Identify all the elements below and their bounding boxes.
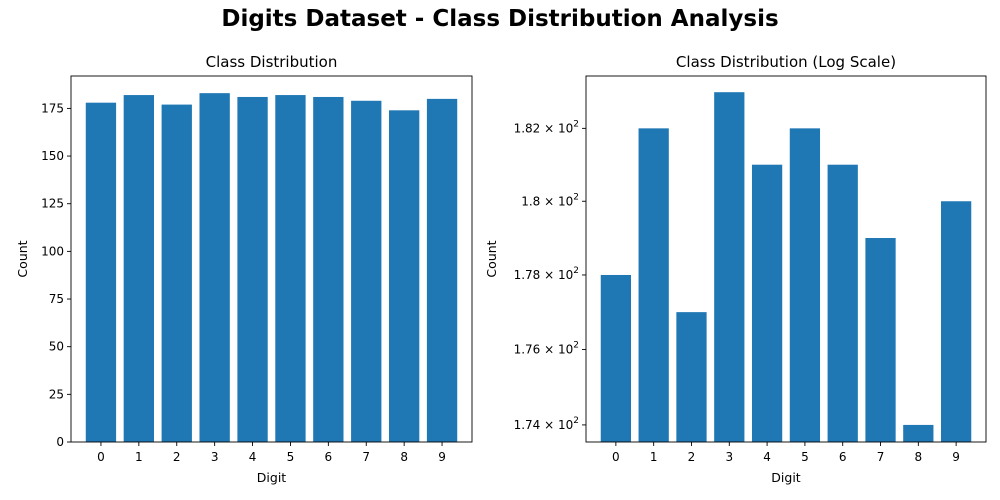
chart-title: Class Distribution	[206, 53, 338, 71]
x-tick-label: 1	[650, 450, 658, 464]
bar-7	[865, 238, 896, 442]
x-tick-label: 7	[877, 450, 885, 464]
y-tick-label: 75	[49, 292, 64, 306]
x-tick-label: 5	[287, 450, 295, 464]
bar-7	[351, 100, 382, 442]
bar-5	[275, 95, 306, 442]
axes-frame	[70, 75, 473, 443]
y-tick-label: 125	[41, 197, 64, 211]
bar-1	[638, 128, 669, 442]
y-tick-label: 1.76 × 102	[514, 341, 579, 357]
x-tick-label: 1	[135, 450, 143, 464]
bar-9	[426, 98, 458, 443]
y-axis-label: Count	[15, 240, 30, 277]
bar-6	[313, 96, 344, 442]
y-tick-label: 150	[41, 149, 64, 163]
x-tick-label: 5	[801, 450, 809, 464]
x-tick-label: 2	[688, 450, 696, 464]
x-axis-label: Digit	[771, 470, 801, 485]
x-tick-label: 0	[97, 450, 105, 464]
x-tick-label: 3	[725, 450, 733, 464]
bar-1	[123, 95, 154, 442]
bar-3	[714, 92, 745, 442]
y-tick-label: 1.8 × 102	[521, 192, 579, 208]
axes-frame	[585, 75, 987, 443]
x-tick-label: 0	[612, 450, 620, 464]
y-tick-label: 0	[56, 435, 64, 449]
bar-9	[941, 201, 972, 442]
x-tick-label: 4	[763, 450, 771, 464]
x-tick-label: 7	[362, 450, 370, 464]
chart-title: Class Distribution (Log Scale)	[676, 53, 896, 71]
x-tick-label: 9	[438, 450, 446, 464]
y-tick-label: 175	[41, 101, 64, 115]
bar-3	[199, 93, 230, 442]
figure-title: Digits Dataset - Class Distribution Anal…	[221, 6, 779, 32]
y-axis-label: Count	[484, 240, 499, 277]
y-tick-label: 1.78 × 102	[514, 266, 579, 282]
x-tick-label: 4	[249, 450, 257, 464]
y-tick-label: 50	[49, 340, 64, 354]
chart-2: 0 1 2 3 4 5 6 7 8 9 1.74 × 102 1.76 × 102 1.78 × 102…	[484, 53, 987, 485]
x-tick-label: 6	[839, 450, 847, 464]
x-tick-label: 8	[400, 450, 408, 464]
bar-0	[85, 102, 117, 442]
bar-6	[827, 164, 858, 442]
y-tick-label: 1.82 × 102	[514, 119, 579, 135]
bar-8	[903, 424, 934, 442]
bar-2	[676, 312, 707, 442]
y-tick-label: 1.74 × 102	[514, 416, 579, 432]
x-tick-label: 8	[915, 450, 923, 464]
bar-5	[789, 128, 821, 442]
bar-8	[389, 110, 420, 442]
x-tick-label: 6	[325, 450, 333, 464]
x-axis-label: Digit	[257, 470, 287, 485]
y-tick-label: 25	[49, 387, 64, 401]
x-tick-label: 3	[211, 450, 219, 464]
bar-2	[161, 104, 192, 442]
bar-4	[237, 96, 268, 442]
bar-0	[600, 274, 631, 442]
chart-1: 0 1 2 3 4 5 6 7 8 9 0 25 50 75 100 125 150 175 Class Distr…	[15, 53, 473, 485]
y-tick-label: 100	[41, 244, 64, 258]
bar-4	[751, 164, 783, 442]
x-tick-label: 9	[952, 450, 960, 464]
x-tick-label: 2	[173, 450, 181, 464]
